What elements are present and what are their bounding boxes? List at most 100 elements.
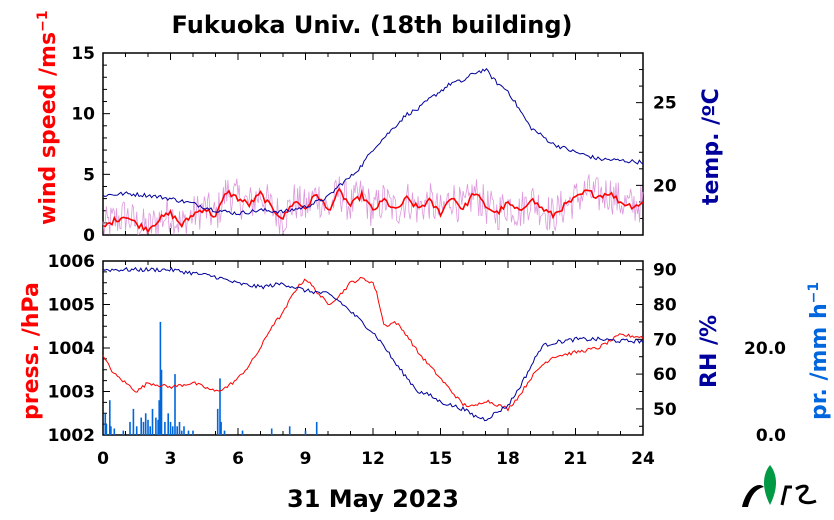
precip-bar [167, 413, 169, 436]
precip-bar [144, 413, 147, 436]
rh-tick-label: 60 [653, 365, 677, 385]
pressure-line [102, 276, 644, 412]
bottom-series [102, 266, 644, 436]
precip-bar [129, 421, 131, 435]
precip-bar [174, 374, 176, 435]
bottom-left-tick-labels: 1002 1003 1004 1005 1006 [48, 252, 95, 446]
bottom-plot-frame [102, 260, 644, 436]
logo-swoosh [742, 485, 764, 507]
precip-bar [241, 430, 244, 435]
wind-speed-tick-label: 0 [83, 226, 95, 246]
x-tick-label: 3 [165, 449, 177, 469]
rh-tick-label: 70 [653, 330, 677, 350]
wind-speed-axis-label: wind speed /ms−1 [35, 10, 61, 225]
x-tick-label: 24 [631, 449, 655, 469]
precip-tick-label: 20.0 [744, 339, 786, 359]
wind-speed-avg-line [102, 187, 644, 234]
precip-bar [157, 419, 159, 435]
wind-speed-tick-label: 5 [83, 165, 95, 185]
x-tick-label: 12 [361, 449, 385, 469]
temp-tick-label: 25 [653, 94, 677, 114]
precip-bar [304, 430, 307, 435]
precip-bar [122, 430, 125, 435]
precip-bar [132, 408, 135, 435]
x-tick-label: 18 [496, 449, 520, 469]
precip-bar [113, 428, 116, 435]
precip-bar [270, 428, 273, 435]
bottom-ticks [102, 260, 644, 436]
precip-bar [176, 426, 178, 435]
precip-bar [158, 400, 160, 435]
precip-bar [288, 426, 291, 435]
pressure-tick-label: 1002 [48, 426, 95, 446]
precip-bar [147, 419, 149, 435]
precip-bar [223, 430, 226, 435]
precip-bar [105, 424, 108, 435]
precip-bar [149, 426, 151, 435]
wind-speed-raw-line [102, 174, 644, 235]
precip-bar [178, 421, 181, 435]
top-left-tick-labels: 0 5 10 15 [71, 44, 95, 246]
precip-tick-labels: 0.0 20.0 [744, 339, 786, 446]
wind-speed-tick-label: 10 [71, 105, 95, 125]
precip-bar [183, 426, 185, 435]
rh-tick-label: 90 [653, 261, 677, 281]
precip-bar [159, 321, 162, 435]
x-tick-labels: 0 3 6 9 12 15 18 21 24 [97, 449, 655, 469]
precip-axis-label-text: pr. /mm h [807, 303, 832, 420]
top-ticks [102, 52, 644, 236]
pressure-tick-label: 1006 [48, 252, 95, 272]
precip-bar [160, 369, 163, 436]
precip-bar [216, 408, 219, 435]
temperature-line [102, 67, 644, 216]
wind-speed-axis-label-text: wind speed /ms [36, 32, 61, 225]
precip-bar [142, 421, 145, 435]
x-tick-label: 6 [232, 449, 244, 469]
precip-bar [220, 421, 222, 435]
precip-bar [169, 421, 172, 435]
logo-leaf [764, 465, 776, 505]
precip-bar [140, 417, 142, 435]
logo-letters [780, 484, 817, 506]
precip-bar [315, 421, 318, 435]
precip-bar [187, 430, 190, 435]
precip-bar [155, 417, 157, 435]
precip-bar [151, 408, 154, 435]
precip-bar [109, 400, 111, 435]
x-tick-label: 21 [564, 449, 588, 469]
x-tick-label: 15 [429, 449, 453, 469]
precip-axis-label: pr. /mm h−1 [806, 282, 832, 420]
temp-tick-label: 20 [653, 176, 677, 196]
rh-axis-label: RH /% [697, 315, 722, 388]
pressure-tick-label: 1003 [48, 383, 95, 403]
chart-title: Fukuoka Univ. (18th building) [172, 11, 573, 39]
top-series [102, 67, 644, 235]
precip-bar [171, 426, 174, 435]
precip-bar [135, 426, 138, 435]
pressure-tick-label: 1005 [48, 296, 95, 316]
rh-line [102, 266, 644, 422]
rh-tick-label: 50 [653, 400, 677, 420]
precip-bar [164, 421, 166, 435]
x-tick-label: 0 [97, 449, 109, 469]
pressure-tick-label: 1004 [48, 339, 95, 359]
x-tick-label: 9 [300, 449, 312, 469]
wind-speed-axis-label-sup: −1 [35, 10, 51, 31]
precip-axis-label-sup: −1 [806, 282, 822, 303]
date-label: 31 May 2023 [287, 485, 459, 513]
nies-logo [742, 465, 817, 507]
precip-tick-label: 0.0 [756, 426, 786, 446]
precip-bar [219, 378, 221, 435]
precip-bar [192, 430, 194, 435]
temp-axis-label: temp. /ºC [699, 88, 724, 205]
precip-bar [180, 430, 183, 435]
precip-bar [104, 413, 107, 436]
bottom-right-tick-labels: 50 60 70 80 90 [653, 261, 677, 420]
wind-speed-tick-label: 15 [71, 44, 95, 64]
rh-tick-label: 80 [653, 296, 677, 316]
